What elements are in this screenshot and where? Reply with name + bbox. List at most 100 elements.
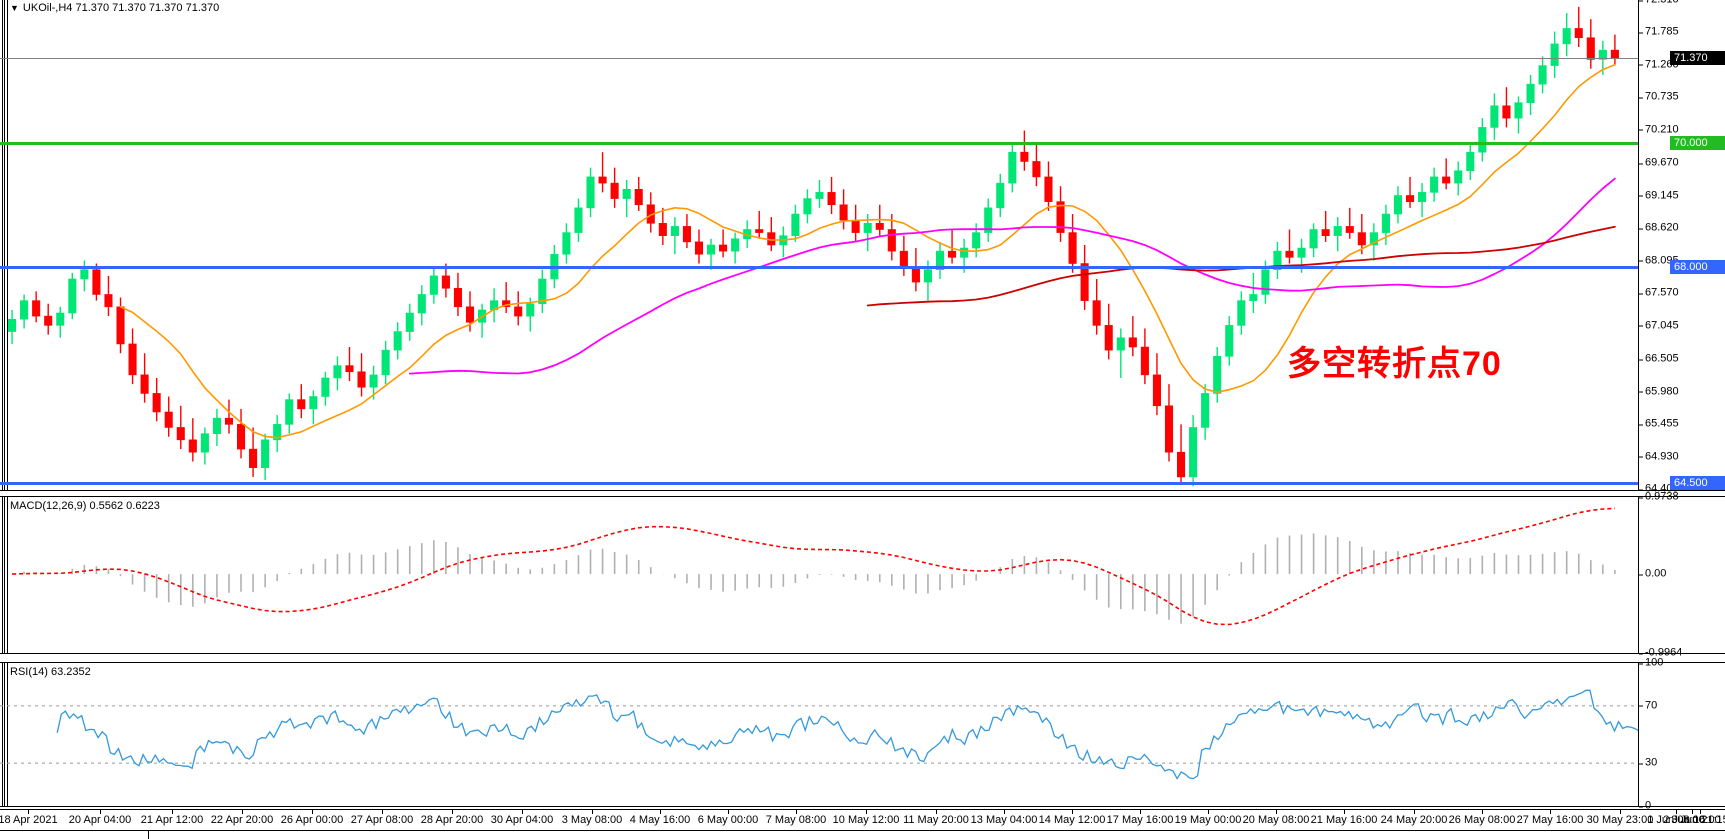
price-level-tag-current[interactable]: 71.370: [1670, 51, 1725, 66]
time-axis-label: 19 May 00:00: [1174, 814, 1242, 826]
price-plot-area[interactable]: [0, 0, 1725, 490]
rsi-tick: 0: [1639, 800, 1651, 812]
time-axis-label: 10 May 12:00: [832, 814, 900, 826]
time-tick-mark: [172, 810, 173, 814]
rsi-label: RSI(14) 63.2352: [10, 666, 91, 678]
time-tick-mark: [1004, 810, 1005, 814]
price-scale[interactable]: 72.310 71.785 71.260 70.735 70.210 69.670 69.1…: [1638, 0, 1725, 494]
pane-left-gutter: [0, 0, 8, 490]
macd-pane[interactable]: 0.9738 0.00 -0.9964 MACD(12,26,9) 0.5562 0…: [0, 491, 1725, 658]
rsi-plot-area[interactable]: [0, 663, 1725, 806]
time-axis[interactable]: 18 Apr 2021 20 Apr 04:00 21 Apr 12:00 22 Ap…: [0, 809, 1725, 831]
price-tick: 69.670: [1639, 157, 1679, 169]
macd-tick: -0.9964: [1639, 647, 1682, 659]
rsi-tick: 100: [1639, 657, 1663, 669]
macd-scale[interactable]: 0.9738 0.00 -0.9964: [1638, 491, 1725, 658]
time-tick-mark: [1072, 810, 1073, 814]
time-tick-mark: [866, 810, 867, 814]
time-tick-mark: [796, 810, 797, 814]
symbol-info-text: UKOil-,H4 71.370 71.370 71.370 71.370: [22, 2, 220, 14]
time-tick-mark: [728, 810, 729, 814]
time-axis-label: 30 Apr 04:00: [490, 814, 554, 826]
rsi-left-gutter: [0, 663, 8, 806]
time-axis-label: 11 May 20:00: [903, 814, 969, 826]
time-axis-label: 18 Apr 2021: [0, 814, 58, 826]
time-axis-label: 26 Apr 00:00: [280, 814, 344, 826]
price-tick: 65.980: [1639, 386, 1679, 397]
time-tick-mark: [1208, 810, 1209, 814]
macd-tick: 0.00: [1639, 568, 1666, 580]
macd-plot-area[interactable]: [0, 497, 1725, 653]
chart-annotation: 多空转折点70: [1287, 345, 1502, 383]
price-tick: 70.210: [1639, 124, 1679, 135]
time-tick-mark: [1620, 810, 1621, 814]
price-level-tag-resistance[interactable]: 70.000: [1670, 135, 1725, 150]
rsi-canvas: [0, 689, 1639, 780]
time-axis-label: 2 Jun 16:00: [1663, 814, 1721, 826]
time-tick-mark: [100, 810, 101, 814]
time-axis-label: 3 May 08:00: [561, 814, 623, 826]
time-axis-label: 3 Jun 21:15: [1671, 814, 1725, 826]
price-level-tag-support[interactable]: 64.500: [1670, 476, 1725, 491]
price-tick: 67.570: [1639, 287, 1679, 299]
symbol-info-bar: ▼ UKOil-,H4 71.370 71.370 71.370 71.370: [10, 2, 219, 14]
time-axis-label: 26 May 08:00: [1448, 814, 1516, 826]
time-axis-label: 17 May 16:00: [1106, 814, 1174, 826]
time-tick-mark: [1414, 810, 1415, 814]
time-axis-label: 28 Apr 20:00: [420, 814, 484, 826]
time-tick-mark: [1700, 810, 1701, 814]
time-tick-mark: [242, 810, 243, 814]
time-tick-mark: [1482, 810, 1483, 814]
time-tick-mark: [1276, 810, 1277, 814]
time-axis-label: 24 May 20:00: [1380, 814, 1448, 826]
time-tick-mark: [592, 810, 593, 814]
time-axis-label: 13 May 04:00: [970, 814, 1038, 826]
support-line-64-5[interactable]: [0, 482, 1725, 486]
rsi-tick: 70: [1639, 700, 1657, 711]
time-axis-label: 27 May 16:00: [1516, 814, 1584, 826]
price-pane[interactable]: 72.310 71.785 71.260 70.735 70.210 69.670 69.1…: [0, 0, 1725, 494]
macd-canvas: [12, 507, 1616, 626]
time-axis-label: 22 Apr 20:00: [210, 814, 274, 826]
time-axis-label: 20 Apr 04:00: [68, 814, 132, 826]
time-axis-label: 20 May 08:00: [1242, 814, 1310, 826]
time-tick-mark: [382, 810, 383, 814]
time-tick-mark: [1676, 810, 1677, 814]
time-axis-label: 6 May 00:00: [697, 814, 759, 826]
time-axis-label: 21 Apr 12:00: [140, 814, 204, 826]
price-tick: 71.260: [1639, 59, 1679, 70]
price-tick: 67.045: [1639, 320, 1679, 331]
candlestick-canvas: [8, 6, 1619, 487]
macd-label: MACD(12,26,9) 0.5562 0.6223: [10, 500, 160, 512]
time-axis-label: 21 May 16:00: [1310, 814, 1378, 826]
price-tick: 64.405: [1639, 483, 1679, 495]
macd-tick: 0.9738: [1639, 491, 1679, 503]
time-tick-mark: [1692, 810, 1693, 814]
macd-left-gutter: [0, 497, 8, 653]
time-tick-mark: [522, 810, 523, 814]
price-tick: 64.930: [1639, 451, 1679, 462]
time-axis-label: 1 Jun 08:00: [1647, 814, 1705, 826]
bottom-status-strip: [0, 830, 1725, 839]
time-axis-label: 30 May 23:00: [1586, 814, 1654, 826]
rsi-scale[interactable]: 100 70 30 0: [1638, 657, 1725, 811]
time-tick-mark: [1550, 810, 1551, 814]
resistance-line-70[interactable]: [0, 141, 1725, 145]
price-tick: 68.095: [1639, 255, 1679, 266]
chart-collapse-icon[interactable]: ▼: [10, 3, 19, 13]
support-line-68[interactable]: [0, 265, 1725, 269]
time-axis-label: 27 Apr 08:00: [350, 814, 414, 826]
current-price-line: [0, 58, 1725, 60]
price-tick: 66.505: [1639, 353, 1679, 365]
time-axis-label: 4 May 16:00: [629, 814, 691, 826]
price-tick: 70.735: [1639, 91, 1679, 103]
price-level-tag-support[interactable]: 68.000: [1670, 259, 1725, 274]
rsi-tick: 30: [1639, 757, 1657, 769]
rsi-pane[interactable]: 100 70 30 0 RSI(14) 63.2352: [0, 657, 1725, 811]
time-axis-label: 14 May 12:00: [1038, 814, 1106, 826]
time-axis-label: 7 May 08:00: [765, 814, 827, 826]
chart-tab-strip[interactable]: [0, 831, 149, 839]
time-tick-mark: [28, 810, 29, 814]
time-tick-mark: [660, 810, 661, 814]
